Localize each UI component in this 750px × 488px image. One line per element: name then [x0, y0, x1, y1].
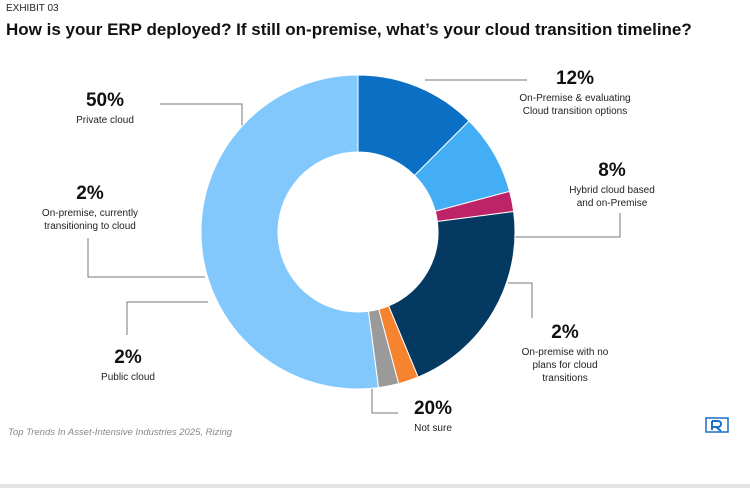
- category-label: Public cloud: [101, 372, 155, 383]
- slice-label: 2% Public cloud: [78, 347, 178, 384]
- category-label: On-premise, currently transitioning to c…: [41, 208, 139, 232]
- donut-slice: [387, 210, 516, 378]
- category-label: Private cloud: [76, 115, 134, 126]
- leader-line: [126, 301, 208, 335]
- slice-label: 8% Hybrid cloud based and on-Premise: [562, 160, 662, 210]
- category-label: Not sure: [414, 423, 452, 434]
- slice-label: 50% Private cloud: [45, 90, 165, 127]
- slice-label: 2% On-premise with no plans for cloud tra…: [515, 322, 615, 385]
- slice-label: 12% On-Premise & evaluating Cloud transit…: [515, 68, 635, 118]
- value-label: 12%: [555, 68, 595, 89]
- value-label: 50%: [85, 90, 125, 111]
- slice-label: 2% On-premise, currently transitioning to…: [30, 183, 150, 233]
- source-note: Top Trends In Asset-Intensive Industries…: [8, 427, 233, 438]
- leader-line: [515, 213, 621, 238]
- value-label: 2%: [114, 347, 142, 368]
- leader-lines: [87, 79, 621, 414]
- donut: [200, 74, 516, 390]
- logo: [705, 417, 729, 433]
- category-label: On-Premise & evaluating Cloud transition…: [519, 93, 631, 117]
- value-label: 2%: [551, 322, 579, 343]
- slice-label: 20% Not sure: [383, 398, 483, 435]
- value-label: 20%: [413, 398, 453, 419]
- category-label: On-premise with no plans for cloud trans…: [521, 347, 609, 384]
- leader-line: [87, 238, 205, 278]
- donut-slice: [200, 74, 380, 390]
- leader-line: [160, 103, 243, 127]
- chart-title: How is your ERP deployed? If still on-pr…: [6, 20, 692, 39]
- exhibit-label: EXHIBIT 03: [6, 3, 59, 14]
- value-label: 8%: [598, 160, 626, 181]
- category-label: Hybrid cloud based and on-Premise: [569, 185, 655, 209]
- value-label: 2%: [76, 183, 104, 204]
- leader-line: [371, 388, 398, 414]
- leader-line: [508, 282, 533, 318]
